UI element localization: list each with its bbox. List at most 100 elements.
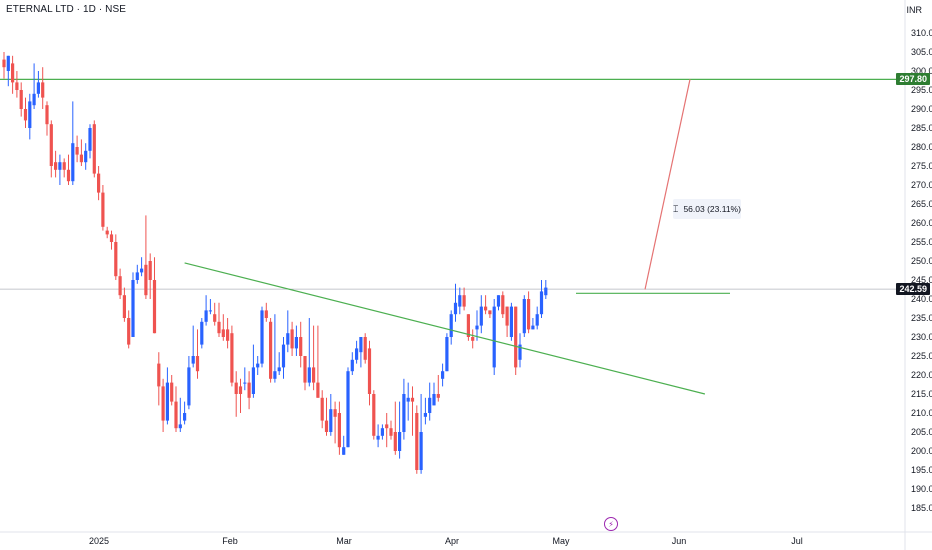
candle-body xyxy=(466,314,470,337)
candle-body xyxy=(415,413,419,470)
candle-body xyxy=(157,363,161,387)
candle-body xyxy=(376,435,380,440)
candle-body xyxy=(436,394,440,398)
candle-body xyxy=(54,162,58,170)
candle-body xyxy=(410,397,415,402)
candle-body xyxy=(333,409,337,417)
y-tick-label: 210.00 xyxy=(911,408,932,418)
candle-body xyxy=(479,306,483,326)
candle-body xyxy=(204,310,208,322)
candle-body xyxy=(170,382,174,402)
y-tick-label: 195.00 xyxy=(911,465,932,475)
candle-body xyxy=(256,363,260,368)
candle-body xyxy=(294,337,298,349)
x-tick-label: 2025 xyxy=(89,536,109,546)
candle-body xyxy=(226,329,230,341)
candle-body xyxy=(312,367,316,383)
candle-body xyxy=(122,295,126,318)
candle-body xyxy=(402,394,406,432)
candle-body xyxy=(423,413,427,417)
x-tick-label: Jul xyxy=(791,536,803,546)
candle-body xyxy=(247,382,251,398)
candle-body xyxy=(363,337,367,360)
candle-body xyxy=(2,59,6,68)
candle-body xyxy=(505,306,509,326)
candle-body xyxy=(127,318,131,345)
y-tick-label: 185.00 xyxy=(911,503,932,513)
y-tick-label: 205.00 xyxy=(911,427,932,437)
candle-body xyxy=(501,295,505,315)
candle-body xyxy=(385,424,389,429)
candle-body xyxy=(58,162,62,170)
y-tick-label: 300.00 xyxy=(911,66,932,76)
candle-body xyxy=(346,371,350,448)
candle-body xyxy=(174,401,178,429)
candle-body xyxy=(140,268,144,273)
y-tick-label: 290.00 xyxy=(911,104,932,114)
candle-body xyxy=(114,242,118,277)
candle-body xyxy=(320,397,324,421)
candle-body xyxy=(355,348,359,360)
y-tick-label: 285.00 xyxy=(911,123,932,133)
x-tick-label: Mar xyxy=(336,536,352,546)
candle-body xyxy=(200,321,204,345)
y-tick-label: 250.00 xyxy=(911,256,932,266)
candle-body xyxy=(535,314,539,326)
candle-body xyxy=(230,333,234,383)
candle-body xyxy=(273,371,277,379)
candle-body xyxy=(221,329,225,337)
y-tick-label: 275.00 xyxy=(911,161,932,171)
y-tick-label: 215.00 xyxy=(911,389,932,399)
y-tick-label: 230.00 xyxy=(911,332,932,342)
candle-body xyxy=(238,386,243,394)
candle-body xyxy=(71,143,75,182)
candle-body xyxy=(11,63,15,83)
candle-body xyxy=(316,382,320,398)
y-tick-label: 295.00 xyxy=(911,85,932,95)
y-tick-label: 220.00 xyxy=(911,370,932,380)
candle-body xyxy=(299,337,303,356)
candle-body xyxy=(148,261,152,280)
candle-body xyxy=(393,432,397,451)
candle-body xyxy=(105,230,109,235)
candle-body xyxy=(290,329,294,349)
y-tick-label: 305.00 xyxy=(911,47,932,57)
y-tick-label: 310.00 xyxy=(911,28,932,38)
candle-body xyxy=(84,150,88,163)
lightning-icon[interactable]: ⚡ xyxy=(604,517,618,531)
candle-body xyxy=(88,128,92,151)
candle-body xyxy=(191,356,195,364)
candle-body xyxy=(208,310,212,312)
candle-body xyxy=(522,299,526,334)
candle-body xyxy=(101,192,105,227)
candle-body xyxy=(28,101,32,128)
candle-body xyxy=(527,299,531,330)
descending-trendline xyxy=(184,262,706,395)
candle-body xyxy=(118,276,122,296)
projection-line xyxy=(644,79,691,290)
candle-body xyxy=(518,344,522,360)
candle-body xyxy=(324,420,329,432)
candle-body xyxy=(406,397,410,402)
candle-body xyxy=(514,306,518,368)
candle-body xyxy=(32,93,36,106)
candle-body xyxy=(161,386,165,421)
y-tick-label: 270.00 xyxy=(911,180,932,190)
y-tick-label: 255.00 xyxy=(911,237,932,247)
candle-body xyxy=(62,162,66,170)
currency-label[interactable]: INR xyxy=(906,5,923,15)
measure-text: 56.03 (23.11%) xyxy=(683,204,741,214)
candle-body xyxy=(97,173,101,193)
candle-body xyxy=(217,321,221,334)
candle-body xyxy=(496,295,501,307)
x-tick-label: May xyxy=(552,536,570,546)
candle-body xyxy=(23,109,28,121)
y-tick-label: 235.00 xyxy=(911,313,932,323)
candle-body xyxy=(36,82,40,94)
y-tick-label: 260.00 xyxy=(911,218,932,228)
y-tick-label: 265.00 xyxy=(911,199,932,209)
y-tick-label: 245.00 xyxy=(911,275,932,285)
x-tick-label: Feb xyxy=(222,536,238,546)
y-tick-label: 225.00 xyxy=(911,351,932,361)
